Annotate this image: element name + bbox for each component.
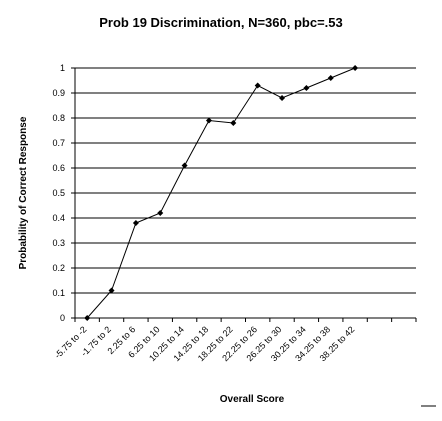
data-point-5 — [205, 117, 212, 124]
y-tick-label-2: 0.2 — [52, 263, 65, 273]
y-tick-label-1: 0.1 — [52, 288, 65, 298]
chart-title: Prob 19 Discrimination, N=360, pbc=.53 — [99, 15, 342, 30]
y-tick-label-7: 0.7 — [52, 138, 65, 148]
data-point-11 — [352, 65, 359, 71]
data-point-7 — [254, 82, 261, 89]
y-axis-title-group: Probability of Correct Response — [18, 116, 29, 269]
y-axis-title: Probability of Correct Response — [18, 116, 29, 269]
y-tick-label-3: 0.3 — [52, 238, 65, 248]
data-point-1 — [108, 287, 115, 294]
data-point-9 — [303, 85, 310, 91]
y-ticks: 0 0.1 0.2 0.3 0.4 0.5 0.6 0.7 0.8 0.9 1 — [52, 63, 75, 323]
y-tick-label-6: 0.6 — [52, 163, 65, 173]
y-tick-label-10: 1 — [60, 63, 65, 73]
data-point-0 — [84, 315, 91, 321]
y-tick-label-4: 0.4 — [52, 213, 65, 223]
y-tick-label-9: 0.9 — [52, 88, 65, 98]
y-tick-label-5: 0.5 — [52, 188, 65, 198]
gridlines — [75, 67, 416, 294]
data-point-10 — [327, 75, 334, 81]
data-point-4 — [181, 162, 188, 169]
x-ticks: -5.75 to -2-1.75 to 22.25 to 66.25 to 10… — [53, 318, 417, 363]
x-axis-title: Overall Score — [220, 394, 285, 405]
data-point-6 — [230, 120, 237, 126]
data-point-2 — [132, 220, 139, 226]
data-point-8 — [279, 95, 286, 101]
y-tick-label-0: 0 — [60, 313, 65, 323]
y-tick-label-8: 0.8 — [52, 113, 65, 123]
data-point-3 — [157, 210, 164, 216]
series-line — [86, 67, 356, 319]
data-series — [84, 65, 359, 321]
